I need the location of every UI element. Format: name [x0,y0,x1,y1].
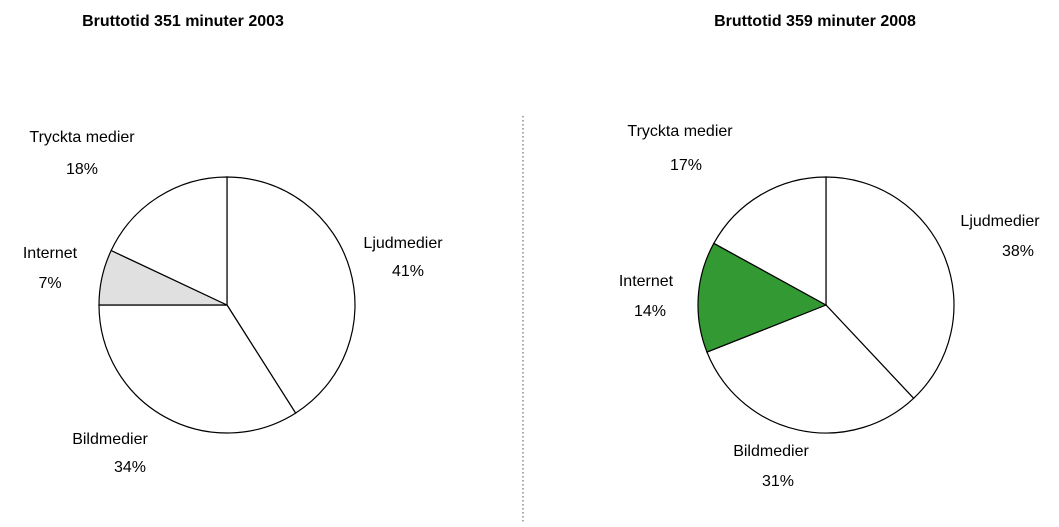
pie-slice [697,242,828,353]
slice-label: Ljudmedier [363,235,443,252]
pie-slice [706,304,915,434]
slice-label: Internet [23,245,78,262]
pie-slice [825,176,955,400]
slice-label: Tryckta medier [29,129,135,146]
slice-value-label: 14% [634,303,666,320]
chart-title: Bruttotid 351 minuter 2003 [82,13,284,30]
chart-title: Bruttotid 359 minuter 2008 [714,13,916,30]
pie-slice [110,176,228,306]
slice-value-label: 17% [670,157,702,174]
slice-value-label: 31% [762,473,794,490]
slice-label: Bildmedier [733,443,809,460]
pie-slice [226,176,356,414]
slice-value-label: 41% [392,263,424,280]
slice-label: Internet [619,273,674,290]
slice-label: Tryckta medier [627,123,733,140]
pie-slice [713,176,827,307]
slice-value-label: 38% [1002,243,1034,260]
slice-label: Bildmedier [72,431,148,448]
slice-value-label: 7% [38,275,61,292]
pie-slice [98,304,297,434]
slice-value-label: 18% [66,161,98,178]
slice-label: Ljudmedier [960,213,1040,230]
slice-value-label: 34% [114,459,146,476]
